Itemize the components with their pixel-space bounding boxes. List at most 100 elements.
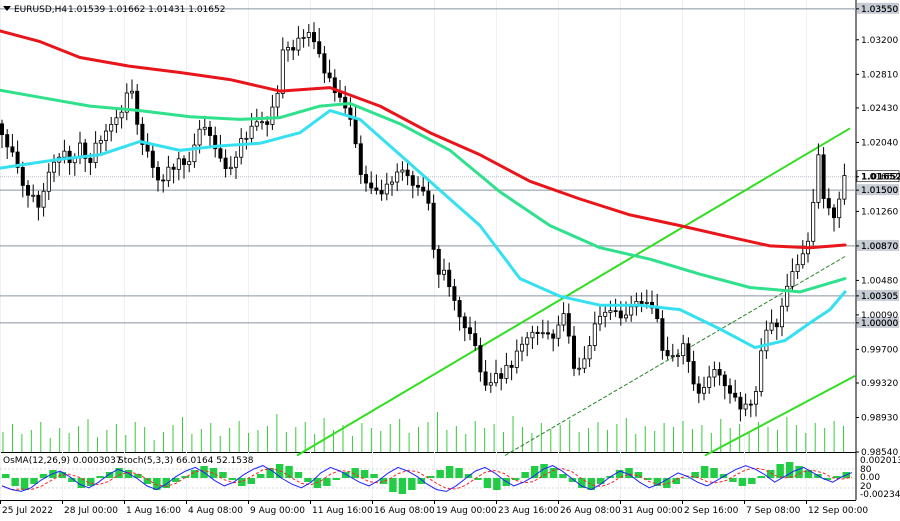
candle-body: [119, 111, 124, 119]
candle-body: [223, 157, 228, 170]
osma-bar: [445, 466, 454, 478]
candle-body: [285, 47, 290, 51]
time-tick-label: 31 Aug 00:00: [622, 506, 683, 516]
price-tick-label: 1.02040: [861, 138, 898, 148]
candle-body: [296, 37, 301, 51]
candle-body: [415, 184, 420, 188]
osma-bar: [682, 478, 690, 479]
osma-bar: [238, 478, 246, 486]
osma-bar: [530, 466, 539, 478]
osma-bar: [313, 478, 322, 488]
candle-body: [358, 143, 363, 175]
price-tick-label: 1.00090: [861, 311, 898, 321]
osma-bar: [87, 478, 95, 486]
candle-body: [613, 310, 618, 313]
candle-body: [754, 391, 759, 405]
osma-bar: [483, 478, 492, 488]
osma-bar: [804, 470, 813, 478]
candle-body: [431, 202, 436, 250]
candle-body: [691, 361, 696, 385]
candle-body: [780, 305, 785, 328]
osma-bar: [644, 478, 652, 480]
candle-body: [129, 90, 134, 94]
candle-body: [46, 171, 51, 192]
osma-bar: [474, 478, 482, 480]
time-axis: 25 Jul 2022 28 Jul 00:00 1 Aug 16:00 4 Aug …: [0, 500, 868, 516]
price-axis-background: [856, 0, 900, 521]
candle-body: [109, 124, 114, 132]
candle-body: [332, 77, 337, 94]
candle-body: [20, 167, 25, 186]
candle-body: [462, 316, 467, 329]
main-pane-background: [0, 0, 856, 452]
candle-body: [473, 333, 478, 347]
osma-bar: [785, 462, 794, 478]
candle-body: [467, 327, 472, 334]
osma-bar: [115, 468, 123, 478]
osma-bar: [153, 478, 161, 490]
candle-body: [644, 301, 649, 304]
osma-bar: [540, 464, 548, 478]
candle-body: [587, 345, 592, 360]
candle-body: [826, 198, 831, 209]
price-tags: 1.03550 1.01500 1.00870 1.00305 1.00000 1.016…: [856, 2, 900, 329]
osma-bar: [408, 478, 416, 490]
candle-body: [566, 313, 571, 337]
price-tick-label: 1.00480: [861, 276, 898, 286]
osma-bar: [833, 476, 841, 478]
osma-bar: [20, 478, 29, 490]
candle-body: [520, 343, 525, 352]
osma-bar: [58, 472, 67, 478]
candle-body: [681, 343, 686, 357]
candle-body: [187, 161, 192, 165]
candle-body: [707, 376, 712, 388]
candle-body: [41, 190, 46, 208]
candle-body: [275, 92, 280, 108]
candle-body: [530, 331, 535, 339]
candle-body: [535, 331, 540, 335]
candle-body: [551, 333, 556, 339]
time-tick-label: 23 Aug 16:00: [498, 506, 559, 516]
candle-body: [176, 158, 181, 170]
osma-bar: [398, 478, 407, 494]
price-tick-label: 1.01500: [861, 186, 898, 196]
time-tick-label: 25 Jul 2022: [2, 506, 53, 516]
channel-lower-line: [704, 375, 856, 457]
osma-bar: [2, 474, 10, 478]
osma-bar: [625, 468, 633, 478]
candle-body: [145, 144, 150, 152]
osma-bar: [776, 464, 784, 478]
time-tick-label: 1 Aug 16:00: [126, 506, 181, 516]
candle-body: [25, 185, 30, 196]
candle-body: [447, 269, 452, 288]
candle-body: [301, 36, 306, 39]
candle-body: [265, 121, 270, 125]
candle-body: [291, 47, 296, 51]
osma-bar: [30, 478, 38, 484]
osma-bar: [691, 472, 699, 478]
osma-bar: [512, 478, 520, 480]
time-tick-label: 19 Aug 00:00: [436, 506, 497, 516]
osma-bar: [172, 478, 180, 482]
ma-red-line: [0, 29, 847, 250]
candle-body: [421, 186, 426, 192]
candle-body: [228, 166, 233, 170]
price-tick-label: 1.00870: [861, 242, 898, 252]
candle-body: [748, 403, 753, 406]
osma-bar: [209, 468, 218, 478]
osma-bar: [219, 472, 227, 478]
osma-label: OsMA(12,26,9) 0.0003037: [3, 456, 122, 466]
osma-bar: [615, 470, 624, 478]
candle-body: [769, 322, 774, 331]
candle-body: [696, 383, 701, 394]
osma-bar: [39, 474, 48, 478]
osma-bar: [568, 478, 577, 482]
price-tick-label: 0.98930: [861, 414, 898, 424]
osma-bar: [521, 472, 529, 478]
candle-body: [790, 271, 795, 287]
symbol-dropdown-icon[interactable]: [3, 6, 11, 11]
candle-body: [405, 169, 410, 177]
time-tick-label: 26 Aug 08:00: [560, 506, 621, 516]
osma-bar: [578, 478, 586, 488]
candle-body: [395, 171, 400, 183]
